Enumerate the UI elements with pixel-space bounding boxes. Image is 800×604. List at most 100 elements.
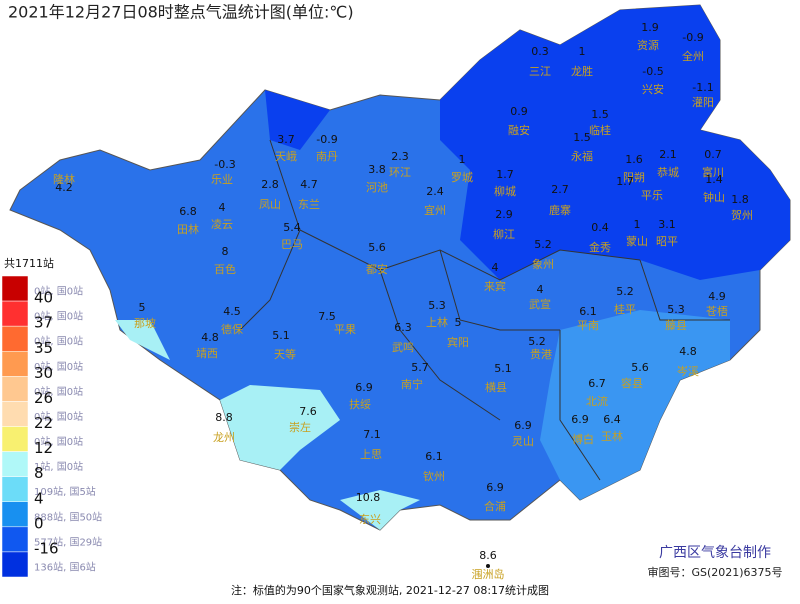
- station-name: 上林: [426, 315, 448, 329]
- station-value: 5: [139, 301, 146, 314]
- station-value: 5.2: [534, 238, 552, 251]
- station-name: 那坡: [134, 317, 156, 330]
- station-value: 2.8: [261, 178, 279, 191]
- station-value: 1: [579, 45, 586, 58]
- station-name: 东兰: [298, 198, 320, 211]
- region-cold: [440, 5, 790, 280]
- station-name: 东兴: [359, 513, 381, 526]
- station-value: 4.2: [55, 181, 73, 194]
- legend-label: 40: [34, 289, 53, 307]
- station-value: 10.8: [356, 491, 381, 504]
- station-value: 8: [222, 245, 229, 258]
- legend-count: 0站, 国0站: [34, 310, 83, 323]
- station-value: 4: [537, 283, 544, 296]
- station-value: 2.1: [659, 148, 677, 161]
- legend-count: 0站, 国0站: [34, 360, 83, 373]
- station-name: 永福: [571, 149, 593, 163]
- station-name: 容县: [621, 376, 643, 390]
- station-name: 扶绥: [349, 397, 371, 411]
- station-value: 5.6: [631, 361, 649, 374]
- station-value: 5.1: [494, 362, 512, 375]
- region-mild: [540, 310, 730, 500]
- legend-swatch: [1, 401, 29, 427]
- station-value: 8.6: [479, 549, 497, 562]
- legend-count: 0站, 国0站: [34, 435, 83, 448]
- station-value: 8.8: [215, 411, 233, 424]
- station-name: 河池: [366, 181, 388, 194]
- station-name: 融安: [508, 123, 530, 137]
- station-name: 阳朔: [623, 171, 645, 184]
- station-value: 6.1: [425, 450, 443, 463]
- station-value: 0.3: [531, 45, 549, 58]
- station-name: 柳江: [493, 227, 515, 241]
- station-value: 6.1: [579, 305, 597, 318]
- legend-count: 577站, 国29站: [34, 535, 102, 548]
- station-name: 龙胜: [571, 64, 593, 78]
- legend-label: 26: [34, 389, 53, 407]
- station-value: 0.7: [704, 148, 722, 161]
- station-name: 横县: [485, 380, 507, 394]
- station-name: 桂平: [614, 302, 636, 316]
- station-name: 都安: [366, 262, 388, 276]
- legend-label: 35: [34, 339, 53, 357]
- legend-swatch: [1, 526, 29, 553]
- station-name: 田林: [177, 222, 199, 236]
- station-name: 柳城: [494, 184, 516, 198]
- station-value: 4: [219, 201, 226, 214]
- legend-swatch: [1, 351, 29, 377]
- station-value: 3.1: [658, 218, 676, 231]
- legend-swatch: [1, 275, 29, 302]
- station-name: 藤县: [665, 319, 687, 332]
- station-value: -0.3: [214, 158, 235, 171]
- station-value: -0.5: [642, 65, 663, 78]
- legend-swatch: [1, 476, 29, 502]
- station-name: 贵港: [530, 348, 552, 361]
- station-name: 合浦: [484, 499, 506, 513]
- station-name: 灵山: [512, 435, 534, 448]
- station-value: 1.4: [705, 173, 723, 186]
- station-value: 5.6: [368, 241, 386, 254]
- station-name: 凤山: [259, 198, 281, 211]
- station-name: 隆林: [53, 172, 75, 186]
- station-value: 1.8: [731, 193, 749, 206]
- station-name: 平南: [577, 319, 599, 332]
- legend-label: 22: [34, 414, 53, 432]
- station-value: 3.7: [277, 133, 295, 146]
- station-value: 3.8: [368, 163, 386, 176]
- station-name: 恭城: [657, 166, 679, 179]
- station-value: 5.1: [272, 329, 290, 342]
- station-name: 临桂: [589, 123, 611, 137]
- station-value: 5.2: [528, 335, 546, 348]
- station-name: 三江: [529, 65, 551, 78]
- legend-count: 0站, 国0站: [34, 285, 83, 298]
- station-value: 1.7: [496, 168, 514, 181]
- station-value: 4.8: [679, 345, 697, 358]
- station-value: 5.2: [616, 285, 634, 298]
- station-value: 1.5: [573, 131, 591, 144]
- station-name: 天等: [274, 347, 296, 361]
- station-value: 5.7: [411, 361, 429, 374]
- station-value: 6.9: [571, 413, 589, 426]
- station-value: 7.5: [318, 310, 336, 323]
- station-name: 龙州: [213, 431, 235, 444]
- station-name: 天峨: [275, 150, 297, 163]
- station-dot: [486, 564, 490, 568]
- station-value: 6.4: [603, 413, 621, 426]
- station-value: 4.7: [300, 178, 318, 191]
- station-name: 平果: [334, 323, 356, 336]
- legend-count: 0站, 国0站: [34, 385, 83, 398]
- station-name: 百色: [214, 262, 236, 276]
- station-value: 2.9: [495, 208, 513, 221]
- station-value: 0.9: [510, 105, 528, 118]
- station-name: 南宁: [401, 377, 423, 391]
- station-value: 5.3: [667, 303, 685, 316]
- station-name: 巴马: [281, 238, 303, 251]
- station-value: 4.8: [201, 331, 219, 344]
- legend-swatch: [1, 426, 29, 452]
- station-value: 6.8: [179, 205, 197, 218]
- station-value: 4: [492, 261, 499, 274]
- station-name: 武宣: [529, 297, 551, 311]
- station-name: 德保: [221, 322, 243, 336]
- station-value: 1.6: [625, 153, 643, 166]
